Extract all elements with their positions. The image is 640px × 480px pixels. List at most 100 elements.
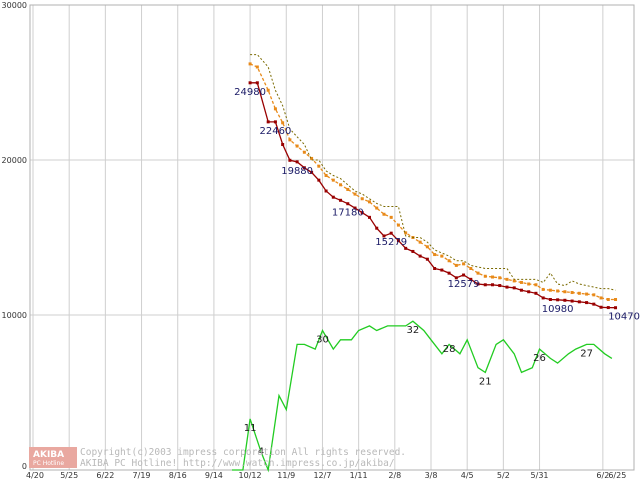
data-point-avg_price — [404, 231, 408, 235]
data-point-avg_price — [462, 262, 466, 266]
price-label: 12579 — [448, 279, 480, 290]
y-tick-label: 0 — [22, 462, 27, 471]
data-point-avg_price — [614, 298, 618, 301]
series-line-min_price — [250, 82, 616, 309]
data-point-min_price — [418, 254, 422, 258]
data-point-min_price — [447, 271, 451, 275]
x-tick-label: 5/25 — [60, 471, 78, 480]
data-point-min_price — [360, 211, 364, 215]
data-point-avg_price — [339, 183, 343, 187]
count-label: 32 — [407, 325, 420, 336]
data-point-min_price — [411, 249, 415, 253]
x-tick-label: 11/9 — [277, 471, 295, 480]
data-point-avg_price — [527, 282, 531, 286]
price-label: 10980 — [542, 304, 574, 315]
data-point-avg_price — [288, 138, 292, 142]
data-point-min_price — [324, 189, 328, 193]
data-point-min_price — [346, 202, 350, 206]
data-point-min_price — [404, 246, 408, 250]
data-point-avg_price — [353, 192, 357, 196]
data-point-avg_price — [281, 121, 285, 125]
count-label: 11 — [244, 423, 257, 434]
data-point-avg_price — [440, 254, 444, 258]
x-tick-label: 3/8 — [425, 471, 438, 480]
x-tick-label: 6/25 — [608, 471, 626, 480]
x-tick-label: 1/11 — [350, 471, 368, 480]
plot-border — [29, 4, 635, 471]
price-label: 10470 — [608, 312, 640, 323]
data-point-min_price — [462, 273, 466, 277]
x-tick-label: 2/8 — [388, 471, 401, 480]
data-point-avg_price — [425, 245, 429, 249]
data-point-min_price — [614, 306, 618, 310]
price-label: 22460 — [260, 126, 292, 137]
data-point-avg_price — [389, 215, 393, 219]
data-point-avg_price — [599, 296, 603, 300]
count-label: 26 — [533, 353, 546, 364]
data-point-min_price — [375, 226, 379, 230]
data-point-avg_price — [367, 200, 371, 204]
data-point-min_price — [491, 283, 495, 287]
data-point-avg_price — [255, 65, 259, 69]
data-point-avg_price — [563, 290, 567, 294]
data-point-min_price — [534, 291, 538, 295]
data-point-min_price — [577, 300, 581, 304]
y-tick-label: 10000 — [2, 311, 27, 320]
series-layer — [232, 54, 618, 473]
data-point-min_price — [425, 257, 429, 261]
data-point-min_price — [382, 234, 386, 238]
data-point-avg_price — [331, 178, 335, 182]
price-label: 17180 — [332, 208, 364, 219]
x-tick-label: 12/7 — [313, 471, 331, 480]
series-line-avg_price — [249, 63, 616, 301]
data-point-min_price — [389, 231, 393, 235]
data-point-avg_price — [498, 276, 502, 280]
data-labels: 24980 22460 19880 17180 15279 12579 10980 10470… — [234, 87, 640, 458]
copyright-text: Copyright(c)2003 impress corporation All… — [80, 447, 406, 458]
data-point-min_price — [505, 285, 509, 289]
data-point-min_price — [310, 170, 314, 174]
data-point-min_price — [273, 120, 277, 124]
x-tick-label: 10/12 — [239, 471, 262, 480]
data-point-avg_price — [382, 212, 386, 216]
logo-title: AKIBA — [33, 450, 64, 460]
data-point-avg_price — [469, 267, 473, 270]
data-point-avg_price — [375, 206, 379, 210]
data-point-min_price — [248, 81, 252, 85]
data-point-min_price — [396, 239, 400, 243]
data-point-avg_price — [592, 293, 596, 297]
data-point-avg_price — [534, 283, 538, 287]
x-tick-label: 6/22 — [96, 471, 114, 480]
data-point-avg_price — [570, 291, 574, 295]
data-point-min_price — [498, 284, 502, 288]
data-point-min_price — [592, 302, 596, 306]
data-point-avg_price — [505, 277, 509, 281]
data-point-avg_price — [295, 144, 299, 148]
data-point-min_price — [599, 305, 603, 309]
data-point-avg_price — [273, 107, 277, 111]
data-point-avg_price — [433, 253, 437, 257]
x-tick-label: 7/19 — [133, 471, 151, 480]
x-tick-label: 4/5 — [461, 471, 474, 480]
data-point-min_price — [433, 267, 437, 270]
data-point-min_price — [339, 198, 343, 202]
data-point-avg_price — [519, 280, 523, 284]
logo-box — [29, 447, 77, 468]
data-point-min_price — [548, 298, 552, 301]
data-point-min_price — [512, 286, 516, 290]
x-tick-label: 6/2 — [596, 471, 609, 480]
data-point-avg_price — [418, 240, 422, 244]
data-point-min_price — [469, 277, 473, 281]
data-point-avg_price — [302, 150, 306, 154]
y-tick-label: 30000 — [2, 1, 27, 10]
data-point-min_price — [563, 298, 567, 302]
data-point-avg_price — [324, 174, 328, 177]
x-tick-label: 5/31 — [531, 471, 549, 480]
data-point-min_price — [556, 298, 560, 302]
x-tick-label: 9/14 — [205, 471, 223, 480]
data-point-avg_price — [483, 274, 487, 278]
data-point-avg_price — [512, 279, 516, 283]
data-point-min_price — [295, 160, 299, 164]
data-point-min_price — [353, 206, 357, 210]
